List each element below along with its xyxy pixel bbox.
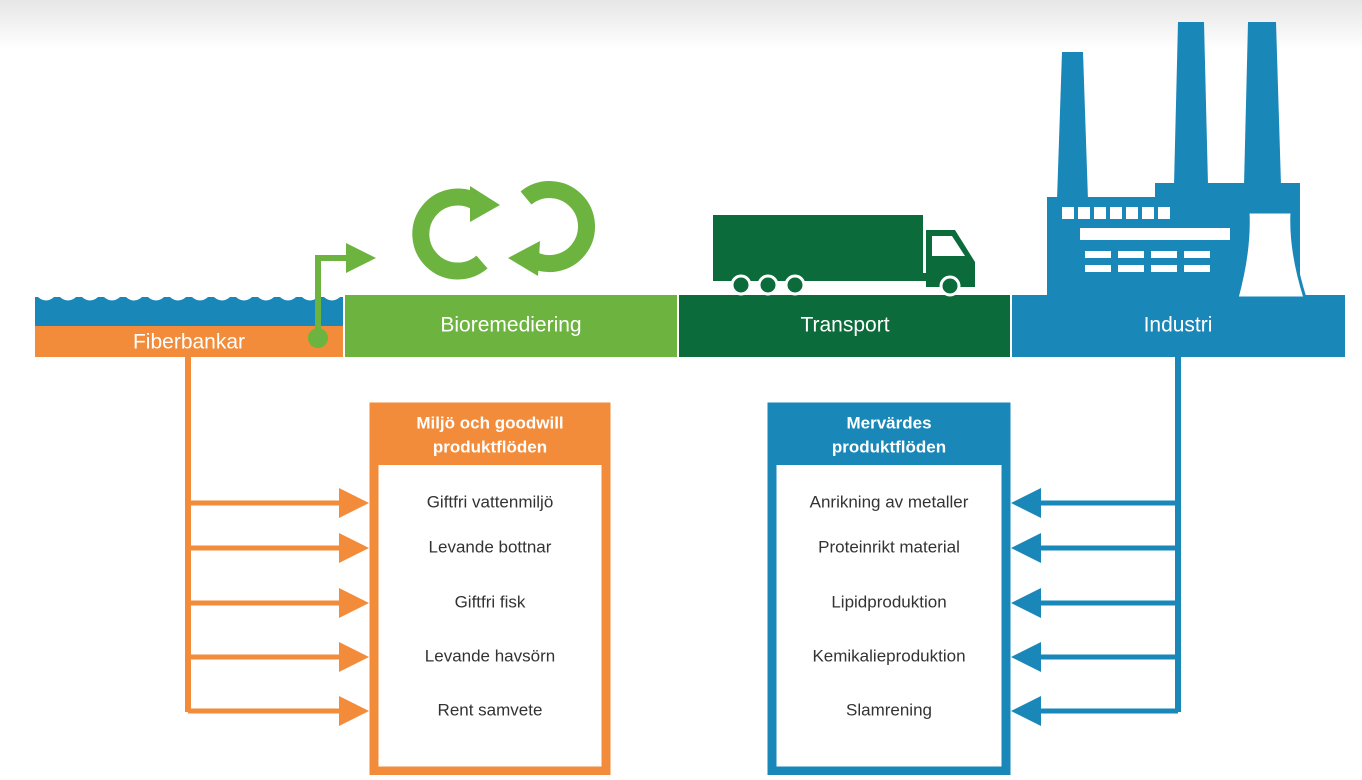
water bbox=[35, 297, 343, 326]
stage-label: Transport bbox=[800, 314, 889, 337]
box-title: produktflöden bbox=[832, 437, 946, 456]
stage-label: Bioremediering bbox=[440, 314, 581, 337]
recycle-arrowhead bbox=[470, 186, 500, 222]
box-item: Giftfri fisk bbox=[455, 592, 526, 611]
box-item: Kemikalieproduktion bbox=[812, 646, 965, 665]
truck bbox=[713, 215, 975, 287]
box-item: Slamrening bbox=[846, 700, 932, 719]
box-item: Levande bottnar bbox=[429, 537, 552, 556]
recycle-arrowhead bbox=[508, 241, 540, 276]
box-title: Miljö och goodwill bbox=[416, 413, 563, 432]
box-item: Lipidproduktion bbox=[831, 592, 946, 611]
top-shade bbox=[0, 0, 1362, 50]
box-item: Giftfri vattenmiljö bbox=[427, 492, 554, 511]
diagram: Fiberbankar Bioremediering Transport Ind… bbox=[0, 0, 1362, 775]
box-item: Levande havsörn bbox=[425, 646, 555, 665]
box-item: Proteinrikt material bbox=[818, 537, 960, 556]
box-item: Anrikning av metaller bbox=[810, 492, 969, 511]
box-title: produktflöden bbox=[433, 437, 547, 456]
stage-label: Fiberbankar bbox=[133, 331, 245, 354]
stage-label: Industri bbox=[1144, 314, 1213, 337]
box-item: Rent samvete bbox=[438, 700, 543, 719]
recycle-icon bbox=[421, 190, 587, 271]
box-title: Mervärdes bbox=[846, 413, 931, 432]
